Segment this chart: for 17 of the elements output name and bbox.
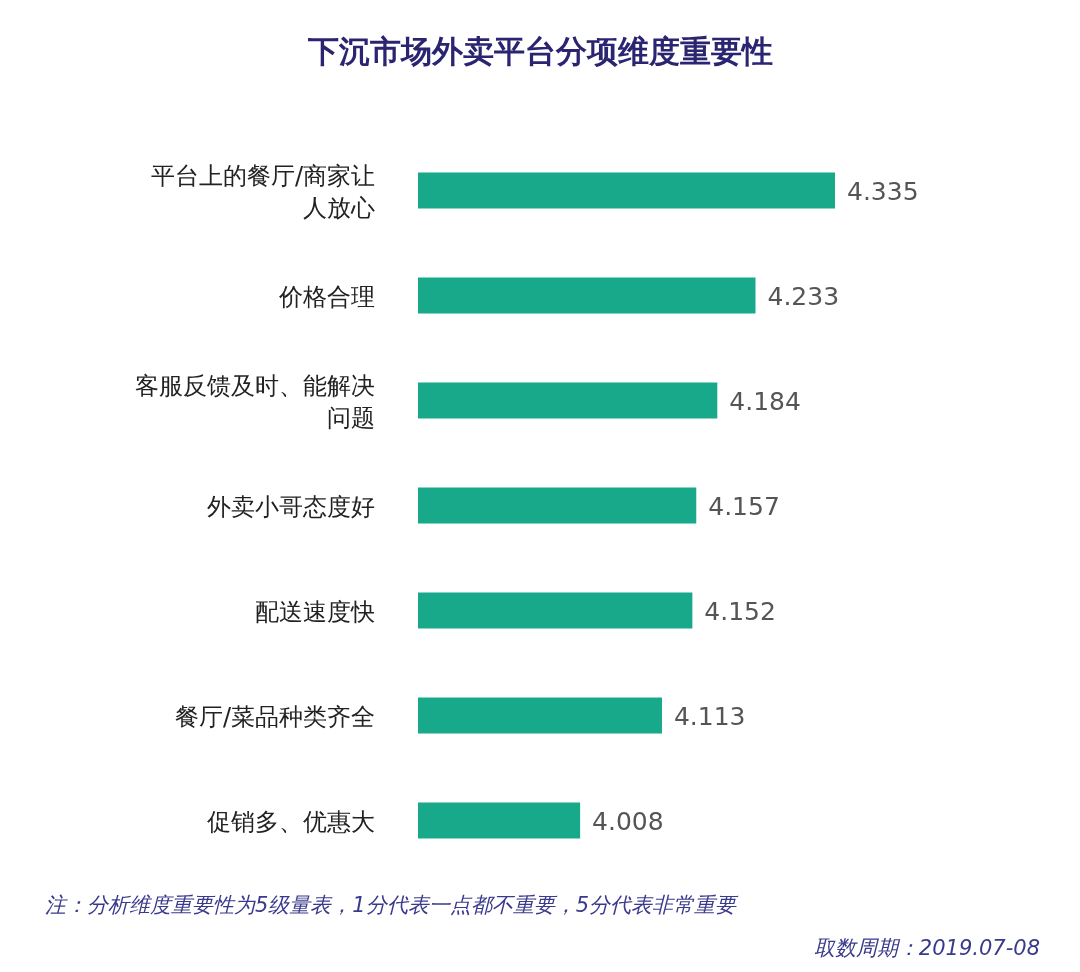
y-tick-label: 促销多、优惠大 (207, 807, 375, 836)
y-tick-label: 客服反馈及时、能解决问题 (135, 371, 375, 432)
data-label: 4.335 (847, 176, 919, 206)
y-tick-label: 配送速度快 (255, 597, 375, 626)
data-label: 4.184 (729, 386, 801, 416)
data-label: 4.233 (767, 281, 840, 311)
text: 注：分析维度重要性为5级量表，1分代表一点都不重要，5分代表非常重要 (45, 893, 740, 917)
y-tick-label: 价格合理 (278, 282, 375, 311)
data-label: 4.008 (592, 806, 664, 836)
data-label: 4.152 (704, 596, 776, 626)
data-label: 4.113 (673, 701, 746, 731)
data-label: 4.157 (708, 491, 780, 521)
y-tick-label: 餐厅/菜品种类齐全 (174, 702, 375, 731)
y-tick-label: 平台上的餐厅/商家让人放心 (150, 161, 375, 222)
text: 取数周期：2019.07-08 (813, 936, 1040, 960)
y-tick-label: 外卖小哥态度好 (207, 492, 375, 521)
chart-title: 下沉市场外卖平台分项维度重要性 (306, 33, 773, 69)
